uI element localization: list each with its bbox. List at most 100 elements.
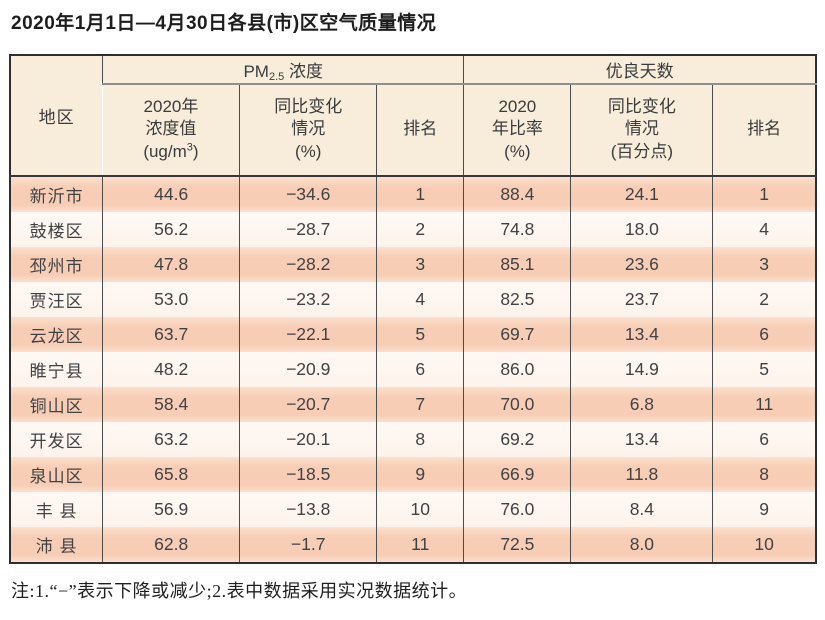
cell-good-rank: 6 (712, 421, 816, 457)
pm25-label-suffix: 浓度 (284, 61, 323, 81)
table-row: 邳州市 47.8 −28.2 3 85.1 23.6 3 (10, 246, 816, 282)
cell-good-change: 6.8 (570, 386, 713, 422)
cell-good-rate: 82.5 (463, 281, 571, 317)
cell-pm-value: 44.6 (102, 175, 240, 212)
cell-pm-rank: 11 (376, 526, 464, 563)
cell-good-rank: 3 (712, 246, 816, 282)
table-row: 沛 县 62.8 −1.7 11 72.5 8.0 10 (10, 526, 816, 563)
table-row: 睢宁县 48.2 −20.9 6 86.0 14.9 5 (10, 351, 816, 387)
cell-pm-rank: 5 (376, 316, 464, 352)
good-change-line1: 同比变化 (607, 97, 676, 117)
cubic-superscript: 3 (186, 141, 193, 154)
column-header-good-change: 同比变化 情况 (百分点) (570, 83, 713, 177)
table-row: 铜山区 58.4 −20.7 7 70.0 6.8 11 (10, 386, 816, 422)
cell-pm-value: 53.0 (102, 281, 240, 317)
cell-pm-change: −20.1 (239, 421, 377, 457)
cell-region: 开发区 (10, 421, 103, 457)
cell-pm-rank: 4 (376, 281, 464, 317)
table-body: 新沂市 44.6 −34.6 1 88.4 24.1 1 鼓楼区 56.2 −2… (10, 175, 816, 563)
cell-pm-value: 62.8 (102, 526, 240, 563)
pm25-label-prefix: PM (243, 61, 269, 81)
cell-good-rate: 69.2 (463, 421, 571, 457)
cell-good-change: 8.4 (570, 491, 713, 527)
cell-pm-change: −20.7 (239, 386, 377, 422)
cell-pm-value: 56.9 (102, 491, 240, 527)
cell-good-change: 14.9 (570, 351, 713, 387)
air-quality-table: 地区 PM2.5 浓度 优良天数 2020年 浓度值 (ug/m3) 同比变化 … (9, 53, 817, 564)
cell-good-rank: 9 (712, 491, 816, 527)
cell-pm-change: −23.2 (239, 281, 377, 317)
cell-good-rank: 2 (712, 281, 816, 317)
cell-region: 丰 县 (10, 491, 103, 527)
good-change-line2: 情况 (624, 119, 659, 139)
header-group-row: 地区 PM2.5 浓度 优良天数 (10, 54, 816, 177)
table-header: 地区 PM2.5 浓度 优良天数 2020年 浓度值 (ug/m3) 同比变化 … (10, 54, 816, 177)
table-row: 云龙区 63.7 −22.1 5 69.7 13.4 6 (10, 316, 816, 352)
cell-region: 贾汪区 (10, 281, 103, 317)
column-header-pm-rank: 排名 (376, 83, 464, 177)
cell-region: 泉山区 (10, 456, 103, 492)
cell-good-change: 13.4 (570, 316, 713, 352)
cell-good-rate: 72.5 (463, 526, 571, 563)
pm-change-line2: 情况 (291, 119, 326, 139)
cell-pm-change: −28.7 (239, 211, 377, 247)
pm-value-line1: 2020年 (143, 97, 199, 117)
cell-pm-change: −20.9 (239, 351, 377, 387)
cell-good-change: 24.1 (570, 175, 713, 212)
cell-good-rate: 69.7 (463, 316, 571, 352)
good-rate-line1: 2020 (498, 97, 537, 117)
column-header-pm-value: 2020年 浓度值 (ug/m3) (102, 83, 240, 177)
pm-value-unit: (ug/m3) (143, 141, 199, 161)
cell-pm-rank: 2 (376, 211, 464, 247)
column-header-good-rate: 2020 年比率 (%) (463, 83, 571, 177)
pm-change-unit: (%) (294, 141, 322, 161)
cell-good-rank: 8 (712, 456, 816, 492)
cell-pm-change: −18.5 (239, 456, 377, 492)
cell-good-change: 11.8 (570, 456, 713, 492)
table-row: 新沂市 44.6 −34.6 1 88.4 24.1 1 (10, 175, 816, 212)
cell-good-change: 13.4 (570, 421, 713, 457)
cell-good-change: 18.0 (570, 211, 713, 247)
cell-pm-rank: 6 (376, 351, 464, 387)
cell-pm-rank: 8 (376, 421, 464, 457)
cell-region: 睢宁县 (10, 351, 103, 387)
table-row: 丰 县 56.9 −13.8 10 76.0 8.4 9 (10, 491, 816, 527)
cell-pm-change: −13.8 (239, 491, 377, 527)
pm25-label-subscript: 2.5 (268, 70, 285, 83)
cell-pm-change: −34.6 (239, 175, 377, 212)
cell-pm-rank: 9 (376, 456, 464, 492)
table-row: 贾汪区 53.0 −23.2 4 82.5 23.7 2 (10, 281, 816, 317)
cell-region: 新沂市 (10, 175, 103, 212)
good-rate-unit: (%) (504, 141, 531, 161)
pm-value-line2: 浓度值 (145, 119, 197, 139)
good-rate-line2: 年比率 (491, 119, 543, 139)
cell-good-rank: 1 (712, 175, 816, 212)
cell-pm-rank: 10 (376, 491, 464, 527)
cell-good-rate: 86.0 (463, 351, 571, 387)
good-change-unit: (百分点) (610, 141, 674, 161)
cell-pm-change: −1.7 (239, 526, 377, 563)
cell-pm-value: 58.4 (102, 386, 240, 422)
column-header-good-rank: 排名 (712, 83, 816, 177)
cell-pm-value: 48.2 (102, 351, 240, 387)
cell-region: 鼓楼区 (10, 211, 103, 247)
cell-good-rank: 10 (712, 526, 816, 563)
page-title: 2020年1月1日—4月30日各县(市)区空气质量情况 (11, 13, 437, 34)
cell-good-change: 8.0 (570, 526, 713, 563)
cell-good-rate: 70.0 (463, 386, 571, 422)
cell-region: 铜山区 (10, 386, 103, 422)
footnote: 注:1.“−”表示下降或减少;2.表中数据采用实况数据统计。 (11, 580, 468, 601)
cell-good-rank: 4 (712, 211, 816, 247)
cell-pm-rank: 3 (376, 246, 464, 282)
cell-good-rank: 11 (712, 386, 816, 422)
cell-region: 云龙区 (10, 316, 103, 352)
cell-pm-change: −22.1 (239, 316, 377, 352)
cell-pm-value: 63.7 (102, 316, 240, 352)
cell-pm-rank: 7 (376, 386, 464, 422)
cell-region: 沛 县 (10, 526, 103, 563)
cell-good-rate: 76.0 (463, 491, 571, 527)
header-sub-row: 2020年 浓度值 (ug/m3) 同比变化 情况 (%) 排名 2020 年比… (10, 83, 816, 177)
pm-change-line1: 同比变化 (274, 97, 343, 117)
cell-good-change: 23.7 (570, 281, 713, 317)
